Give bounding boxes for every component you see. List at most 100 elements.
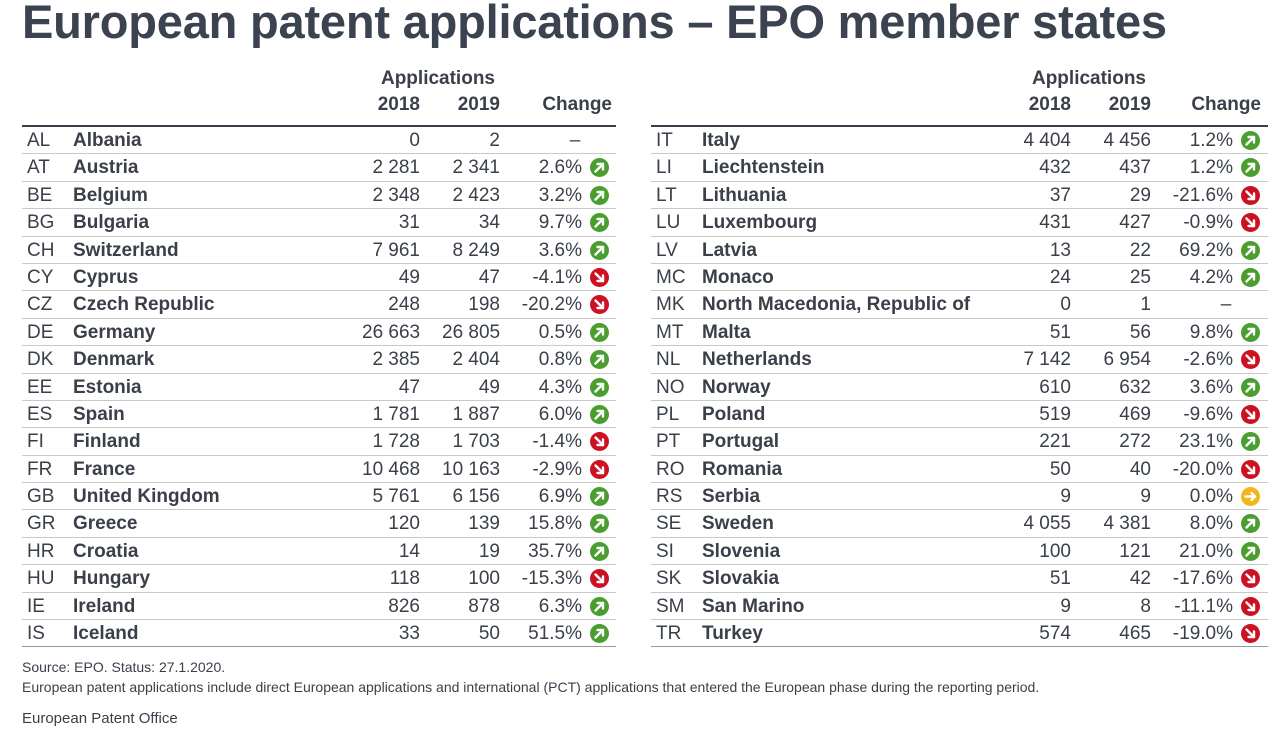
arrow-right-icon [1241,487,1260,506]
arrow-down-icon [1241,405,1260,424]
country-name: Denmark [73,346,154,373]
applications-2018: 120 [362,510,420,537]
table-row: HRCroatia141935.7% [22,538,616,565]
applications-2018: 37 [1013,182,1071,209]
change-value: 3.2% [516,182,582,209]
table-row: RORomania5040-20.0% [651,456,1268,483]
applications-2018: 2 281 [362,154,420,181]
table-row: SISlovenia10012121.0% [651,538,1268,565]
country-name: Bulgaria [73,209,149,236]
country-code: IT [656,127,673,154]
table-row: EEEstonia47494.3% [22,374,616,401]
country-name: Switzerland [73,237,179,264]
arrow-up-icon [590,350,609,369]
applications-2018: 50 [1013,456,1071,483]
applications-2019: 10 163 [442,456,500,483]
applications-2018: 221 [1013,428,1071,455]
arrow-up-icon [1241,241,1260,260]
applications-2018: 9 [1013,483,1071,510]
applications-2018: 51 [1013,319,1071,346]
arrow-up-icon [1241,432,1260,451]
arrow-up-icon [590,378,609,397]
country-name: Ireland [73,593,135,620]
applications-2019: 19 [442,538,500,565]
country-name: Malta [702,319,751,346]
country-code: EE [27,374,52,401]
applications-2019: 29 [1093,182,1151,209]
country-code: BE [27,182,52,209]
change-value: 1.2% [1167,127,1233,154]
applications-2018: 431 [1013,209,1071,236]
applications-2019: 56 [1093,319,1151,346]
applications-2018: 0 [362,127,420,154]
country-code: DE [27,319,53,346]
country-code: AT [27,154,50,181]
change-header: Change [1171,94,1261,116]
arrow-down-icon [590,268,609,287]
arrow-up-icon [1241,542,1260,561]
applications-2018: 26 663 [362,319,420,346]
arrow-down-icon [590,432,609,451]
change-value: -15.3% [516,565,582,592]
table-row: LULuxembourg431427-0.9% [651,209,1268,236]
change-value: -0.9% [1167,209,1233,236]
table-row: IEIreland8268786.3% [22,593,616,620]
country-name: Cyprus [73,264,138,291]
country-code: SE [656,510,681,537]
change-value: -17.6% [1167,565,1233,592]
table-row: ITItaly4 4044 4561.2% [651,127,1268,154]
applications-2019: 121 [1093,538,1151,565]
applications-2018: 432 [1013,154,1071,181]
applications-header: Applications [374,68,502,90]
table-row: GRGreece12013915.8% [22,510,616,537]
country-name: Slovakia [702,565,779,592]
applications-2018: 4 404 [1013,127,1071,154]
table-row: CHSwitzerland7 9618 2493.6% [22,237,616,264]
change-value: 4.3% [516,374,582,401]
country-name: Finland [73,428,141,455]
country-name: Albania [73,127,142,154]
table-row: MKNorth Macedonia, Republic of01– [651,291,1268,318]
arrow-up-icon [590,514,609,533]
change-value: 2.6% [516,154,582,181]
applications-2019: 8 [1093,593,1151,620]
change-value: -20.0% [1167,456,1233,483]
year-2019-header: 2019 [1093,94,1151,116]
arrow-up-icon [590,405,609,424]
country-code: CZ [27,291,52,318]
applications-2018: 2 348 [362,182,420,209]
change-value: 3.6% [516,237,582,264]
applications-2019: 2 423 [442,182,500,209]
change-value: 8.0% [1167,510,1233,537]
table-row: LVLatvia132269.2% [651,237,1268,264]
change-value: 0.0% [1167,483,1233,510]
country-code: MC [656,264,686,291]
country-name: North Macedonia, Republic of [702,291,970,318]
applications-2019: 1 887 [442,401,500,428]
table-body-right: ITItaly4 4044 4561.2%LILiechtenstein4324… [651,127,1268,647]
applications-2018: 9 [1013,593,1071,620]
applications-2019: 198 [442,291,500,318]
country-name: Turkey [702,620,763,647]
year-2018-header: 2018 [362,94,420,116]
table-row: TRTurkey574465-19.0% [651,620,1268,647]
arrow-up-icon [590,186,609,205]
change-value: 15.8% [516,510,582,537]
country-code: HU [27,565,54,592]
arrow-up-icon [1241,268,1260,287]
applications-2018: 7 961 [362,237,420,264]
country-code: LT [656,182,677,209]
country-code: SI [656,538,674,565]
country-name: Croatia [73,538,138,565]
applications-2018: 248 [362,291,420,318]
table-row: PLPoland519469-9.6% [651,401,1268,428]
applications-2019: 22 [1093,237,1151,264]
country-name: Estonia [73,374,142,401]
applications-2018: 0 [1013,291,1071,318]
applications-2018: 1 781 [362,401,420,428]
arrow-up-icon [590,487,609,506]
applications-2019: 469 [1093,401,1151,428]
change-value: 6.3% [516,593,582,620]
table-body-left: ALAlbania02–ATAustria2 2812 3412.6%BEBel… [22,127,616,647]
country-name: San Marino [702,593,804,620]
